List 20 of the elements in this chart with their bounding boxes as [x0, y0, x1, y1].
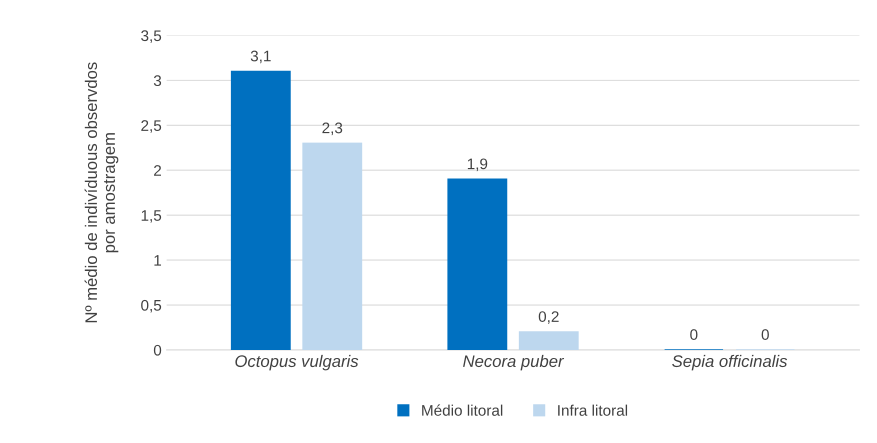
y-tick-label: 2	[154, 165, 162, 176]
y-tick-label: 3	[154, 75, 162, 86]
data-label: 2,3	[322, 122, 342, 136]
y-tick-label: 0,5	[141, 300, 162, 313]
y-axis-title: Nº médio de indivíduous observdos por amostragem	[84, 62, 118, 322]
y-tick-label: 0	[154, 344, 162, 356]
y-tick-label: 1	[154, 255, 162, 266]
legend-label: Infra litoral	[558, 404, 628, 416]
data-label: 0,2	[538, 311, 559, 324]
x-tick-label: Necora puber	[463, 354, 564, 370]
data-label: 0	[690, 329, 698, 340]
y-tick-label: 1,5	[142, 210, 162, 223]
y-tick-label: 2,5	[141, 120, 162, 133]
data-label: 1,9	[468, 158, 488, 172]
legend-label: Médio litoral	[422, 404, 502, 416]
x-tick-label: Sepia officinalis	[672, 354, 788, 370]
data-label: 0	[762, 329, 769, 340]
data-label: 3,1	[250, 50, 271, 64]
x-tick-label: Octopus vulgaris	[235, 354, 358, 370]
y-tick-label: 3,5	[141, 30, 162, 43]
